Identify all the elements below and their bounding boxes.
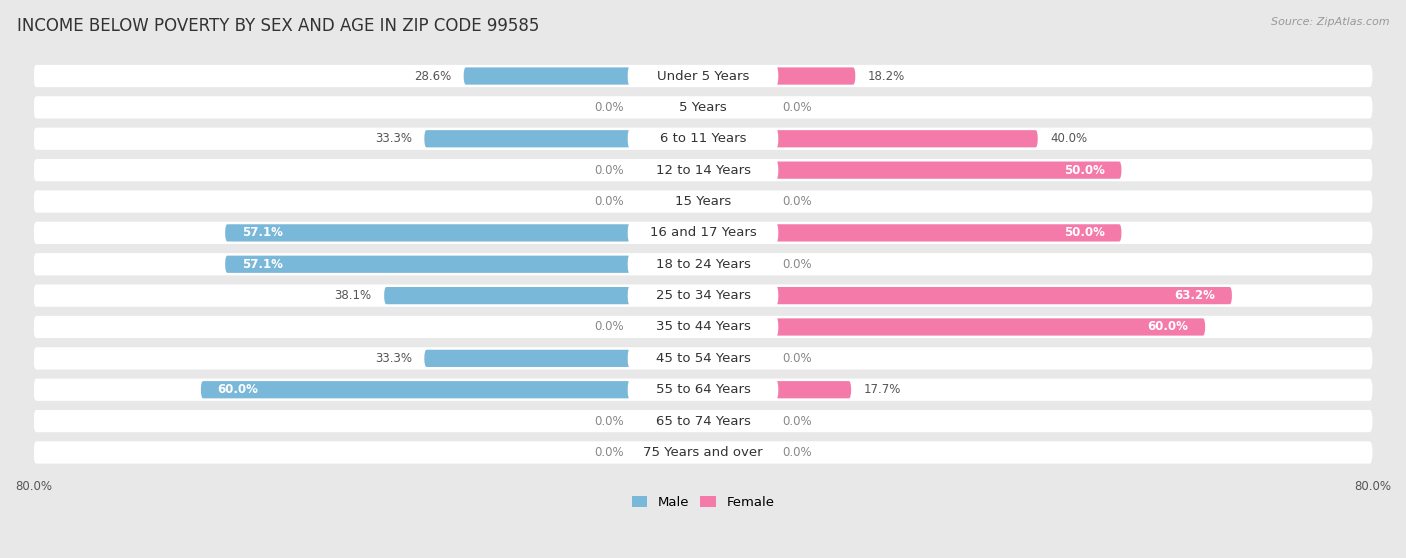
Text: 0.0%: 0.0% — [783, 195, 813, 208]
Text: 33.3%: 33.3% — [375, 352, 412, 365]
FancyBboxPatch shape — [703, 412, 770, 430]
FancyBboxPatch shape — [627, 442, 779, 463]
Text: 0.0%: 0.0% — [783, 415, 813, 427]
Text: 0.0%: 0.0% — [783, 446, 813, 459]
Text: 35 to 44 Years: 35 to 44 Years — [655, 320, 751, 334]
FancyBboxPatch shape — [703, 319, 1205, 335]
Text: 55 to 64 Years: 55 to 64 Years — [655, 383, 751, 396]
Text: 0.0%: 0.0% — [593, 101, 623, 114]
Text: 28.6%: 28.6% — [413, 70, 451, 83]
FancyBboxPatch shape — [425, 130, 703, 147]
FancyBboxPatch shape — [627, 128, 779, 150]
Text: 33.3%: 33.3% — [375, 132, 412, 145]
Text: 57.1%: 57.1% — [242, 258, 283, 271]
FancyBboxPatch shape — [627, 223, 779, 243]
FancyBboxPatch shape — [34, 410, 1372, 432]
FancyBboxPatch shape — [703, 224, 1122, 242]
Text: 16 and 17 Years: 16 and 17 Years — [650, 227, 756, 239]
FancyBboxPatch shape — [627, 65, 779, 86]
FancyBboxPatch shape — [34, 190, 1372, 213]
FancyBboxPatch shape — [34, 253, 1372, 276]
Text: Source: ZipAtlas.com: Source: ZipAtlas.com — [1271, 17, 1389, 27]
FancyBboxPatch shape — [34, 159, 1372, 181]
FancyBboxPatch shape — [703, 256, 770, 273]
Text: 18.2%: 18.2% — [868, 70, 905, 83]
Text: 38.1%: 38.1% — [335, 289, 371, 302]
FancyBboxPatch shape — [225, 256, 703, 273]
Text: 0.0%: 0.0% — [593, 446, 623, 459]
FancyBboxPatch shape — [703, 99, 770, 116]
Text: 40.0%: 40.0% — [1050, 132, 1087, 145]
FancyBboxPatch shape — [703, 68, 855, 85]
FancyBboxPatch shape — [627, 316, 779, 338]
FancyBboxPatch shape — [636, 444, 703, 461]
Text: 0.0%: 0.0% — [593, 195, 623, 208]
FancyBboxPatch shape — [201, 381, 703, 398]
FancyBboxPatch shape — [627, 191, 779, 212]
FancyBboxPatch shape — [703, 193, 770, 210]
FancyBboxPatch shape — [34, 285, 1372, 307]
Text: 60.0%: 60.0% — [218, 383, 259, 396]
FancyBboxPatch shape — [703, 350, 770, 367]
Text: 25 to 34 Years: 25 to 34 Years — [655, 289, 751, 302]
FancyBboxPatch shape — [34, 128, 1372, 150]
Text: 75 Years and over: 75 Years and over — [643, 446, 763, 459]
Text: 50.0%: 50.0% — [1064, 227, 1105, 239]
Text: 65 to 74 Years: 65 to 74 Years — [655, 415, 751, 427]
FancyBboxPatch shape — [627, 379, 779, 400]
Text: 50.0%: 50.0% — [1064, 163, 1105, 177]
Text: 63.2%: 63.2% — [1174, 289, 1215, 302]
FancyBboxPatch shape — [627, 97, 779, 118]
Text: 0.0%: 0.0% — [783, 258, 813, 271]
FancyBboxPatch shape — [703, 381, 851, 398]
FancyBboxPatch shape — [703, 444, 770, 461]
Text: 5 Years: 5 Years — [679, 101, 727, 114]
Text: 0.0%: 0.0% — [593, 163, 623, 177]
FancyBboxPatch shape — [627, 411, 779, 431]
FancyBboxPatch shape — [636, 193, 703, 210]
Legend: Male, Female: Male, Female — [626, 490, 780, 514]
FancyBboxPatch shape — [384, 287, 703, 304]
FancyBboxPatch shape — [34, 222, 1372, 244]
FancyBboxPatch shape — [627, 348, 779, 369]
FancyBboxPatch shape — [627, 160, 779, 181]
Text: 0.0%: 0.0% — [783, 352, 813, 365]
Text: INCOME BELOW POVERTY BY SEX AND AGE IN ZIP CODE 99585: INCOME BELOW POVERTY BY SEX AND AGE IN Z… — [17, 17, 540, 35]
Text: 45 to 54 Years: 45 to 54 Years — [655, 352, 751, 365]
FancyBboxPatch shape — [703, 130, 1038, 147]
Text: 60.0%: 60.0% — [1147, 320, 1188, 334]
FancyBboxPatch shape — [425, 350, 703, 367]
FancyBboxPatch shape — [34, 65, 1372, 87]
FancyBboxPatch shape — [703, 161, 1122, 179]
FancyBboxPatch shape — [225, 224, 703, 242]
FancyBboxPatch shape — [636, 161, 703, 179]
FancyBboxPatch shape — [636, 319, 703, 335]
FancyBboxPatch shape — [627, 254, 779, 275]
FancyBboxPatch shape — [464, 68, 703, 85]
Text: 15 Years: 15 Years — [675, 195, 731, 208]
FancyBboxPatch shape — [34, 378, 1372, 401]
Text: 0.0%: 0.0% — [783, 101, 813, 114]
Text: 0.0%: 0.0% — [593, 320, 623, 334]
FancyBboxPatch shape — [34, 347, 1372, 369]
Text: 18 to 24 Years: 18 to 24 Years — [655, 258, 751, 271]
Text: 12 to 14 Years: 12 to 14 Years — [655, 163, 751, 177]
FancyBboxPatch shape — [703, 287, 1232, 304]
Text: 0.0%: 0.0% — [593, 415, 623, 427]
FancyBboxPatch shape — [636, 99, 703, 116]
Text: 57.1%: 57.1% — [242, 227, 283, 239]
FancyBboxPatch shape — [34, 316, 1372, 338]
FancyBboxPatch shape — [627, 285, 779, 306]
FancyBboxPatch shape — [636, 412, 703, 430]
Text: 6 to 11 Years: 6 to 11 Years — [659, 132, 747, 145]
FancyBboxPatch shape — [34, 441, 1372, 464]
FancyBboxPatch shape — [34, 96, 1372, 118]
Text: 17.7%: 17.7% — [863, 383, 901, 396]
Text: Under 5 Years: Under 5 Years — [657, 70, 749, 83]
